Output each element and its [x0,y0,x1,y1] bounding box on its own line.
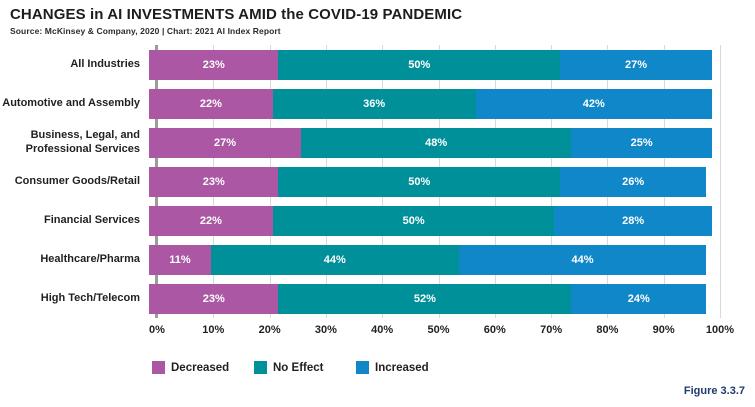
bar-value-label: 36% [363,97,386,110]
bar-track: 22% 36% 42% [149,88,712,119]
bar-value-label: 42% [582,97,605,110]
bar-track: 23% 52% 24% [149,283,712,314]
bar-segment-no-effect: 50% [278,49,560,80]
bar-segment-increased: 42% [475,88,712,119]
bar-rows: All Industries 23% 50% 27% Automotive and As… [0,45,755,318]
bar-segment-decreased: 23% [149,49,279,80]
bar-segment-increased: 44% [458,244,707,275]
bar-track: 23% 50% 26% [149,166,712,197]
bar-value-label: 26% [622,175,645,188]
legend-label: Decreased [171,361,230,374]
x-tick-label: 20% [258,324,281,336]
x-tick-label: 100% [705,324,735,336]
table-row: All Industries 23% 50% 27% [0,45,755,84]
bar-value-label: 27% [213,136,237,149]
bar-value-label: 11% [169,253,191,266]
bar-value-label: 23% [202,292,225,305]
table-row: Financial Services 22% 50% 28% [0,201,755,240]
legend-item-increased: Increased [356,361,458,374]
bar-segment-no-effect: 44% [210,244,459,275]
bar-track: 11% 44% 44% [149,244,712,275]
bar-value-label: 50% [408,58,431,71]
bar-value-label: 28% [622,214,645,227]
legend-swatch [254,361,267,374]
bar-segment-increased: 24% [571,283,707,314]
x-tick-label: 50% [427,324,450,336]
bar-segment-decreased: 27% [149,127,301,158]
bar-value-label: 48% [425,136,448,149]
bar-segment-increased: 28% [554,205,712,236]
bar-value-label: 50% [402,214,425,227]
bar-segment-no-effect: 50% [278,166,560,197]
category-label: Business, Legal, and Professional Servic… [25,128,140,155]
legend-swatch [152,361,165,374]
bar-segment-increased: 27% [559,49,712,80]
x-tick-label: 60% [483,324,506,336]
bar-track: 23% 50% 27% [149,49,712,80]
table-row: High Tech/Telecom 23% 52% 24% [0,279,755,318]
bar-segment-decreased: 22% [149,205,273,236]
category-label: High Tech/Telecom [40,291,140,304]
bar-value-label: 23% [202,175,225,188]
bar-value-label: 24% [627,292,650,305]
bar-value-label: 22% [199,97,222,110]
legend-label: No Effect [273,361,324,374]
x-axis: 0% 10% 20% 30% 40% 50% 60% 70% 80% 90% 100% [149,324,734,338]
bar-value-label: 44% [571,253,594,266]
bar-segment-no-effect: 52% [278,283,572,314]
bar-segment-no-effect: 50% [272,205,555,236]
category-label: All Industries [70,57,140,70]
bar-segment-decreased: 22% [149,88,273,119]
bar-value-label: 44% [323,253,346,266]
x-tick-label: 0% [149,324,165,336]
table-row: Consumer Goods/Retail 23% 50% 26% [0,162,755,201]
figure-number-label: Figure 3.3.7 [683,385,745,397]
bar-segment-increased: 25% [571,127,712,158]
legend-item-decreased: Decreased [152,361,254,374]
table-row: Business, Legal, and Professional Servic… [0,123,755,162]
category-label: Consumer Goods/Retail [14,174,140,187]
x-tick-label: 80% [596,324,619,336]
bar-value-label: 22% [199,214,222,227]
stacked-bar: 23% 52% 24% [149,283,712,314]
bar-segment-no-effect: 36% [272,88,476,119]
gridline [720,45,721,318]
stacked-bar: 23% 50% 26% [149,166,712,197]
table-row: Automotive and Assembly 22% 36% 42% [0,84,755,123]
bar-segment-decreased: 23% [149,283,279,314]
x-tick-label: 30% [314,324,337,336]
legend-item-no-effect: No Effect [254,361,356,374]
bar-value-label: 27% [624,58,647,71]
stacked-bar: 22% 36% 42% [149,88,712,119]
category-label: Healthcare/Pharma [40,252,140,265]
chart-title: CHANGES in AI INVESTMENTS AMID the COVID… [10,6,463,23]
bar-segment-decreased: 23% [149,166,279,197]
stacked-bar: 27% 48% 25% [149,127,712,158]
x-tick-label: 40% [371,324,394,336]
bar-value-label: 52% [413,292,436,305]
stacked-bar: 22% 50% 28% [149,205,712,236]
bar-value-label: 23% [202,58,225,71]
chart-source: Source: McKinsey & Company, 2020 | Chart… [10,26,281,36]
bar-value-label: 25% [630,136,653,149]
bar-segment-no-effect: 48% [301,127,572,158]
category-label: Financial Services [44,213,140,226]
legend-label: Increased [375,361,429,374]
legend: Decreased No Effect Increased [152,361,458,374]
bar-value-label: 50% [408,175,431,188]
table-row: Healthcare/Pharma 11% 44% 44% [0,240,755,279]
stacked-bar: 11% 44% 44% [149,244,712,275]
stacked-bar: 23% 50% 27% [149,49,712,80]
x-tick-label: 70% [540,324,563,336]
x-tick-label: 90% [652,324,675,336]
bar-track: 27% 48% 25% [149,127,712,158]
bar-segment-increased: 26% [559,166,707,197]
bar-segment-decreased: 11% [149,244,211,275]
category-label: Automotive and Assembly [2,96,140,109]
x-tick-label: 10% [202,324,225,336]
bar-track: 22% 50% 28% [149,205,712,236]
legend-swatch [356,361,369,374]
